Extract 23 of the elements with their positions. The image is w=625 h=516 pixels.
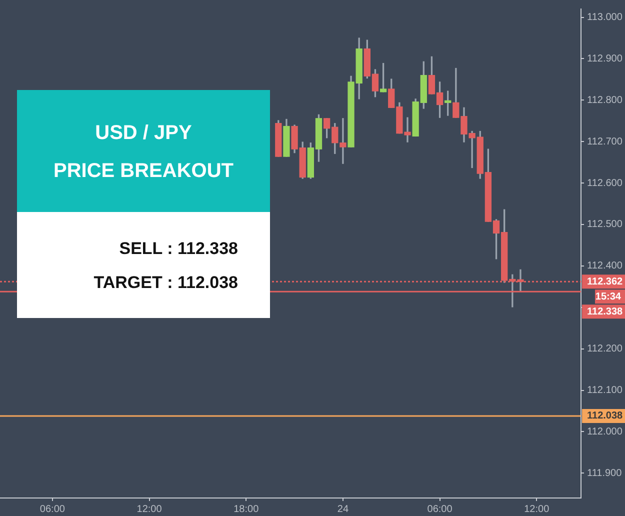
x-tick-label: 06:00 [40,504,66,515]
y-tick-label: 112.600 [587,178,623,189]
y-tick-label: 112.800 [587,94,623,106]
ref-line-label: 112.362 [587,276,624,288]
y-tick-label: 112.900 [587,53,623,64]
y-tick-label: 111.900 [587,468,622,479]
y-tick-label: 112.200 [587,344,623,355]
annotation: TARGET : 112.038 [92,272,239,294]
text: 15:34 [595,291,622,302]
y-tick-label: 112.500 [587,219,623,230]
y-tick-label: 112.400 [587,260,623,272]
x-tick-label: 12:00 [524,504,550,515]
x-tick-label: 18:00 [234,504,260,515]
x-tick-label: 06:00 [427,504,453,515]
y-tick-label: 113.000 [587,12,623,24]
x-tick-label: 12:00 [136,504,162,515]
y-tick-label: 112.000 [587,426,623,438]
y-tick-label: 112.100 [587,385,623,396]
y-tick-label: 112.700 [587,136,623,148]
ref-line-label: 112.038 [587,410,624,422]
annotation: SELL : 112.338 [118,238,239,260]
x-tick-label: 24 [337,504,349,515]
legend-label: 112.338 [587,306,624,318]
